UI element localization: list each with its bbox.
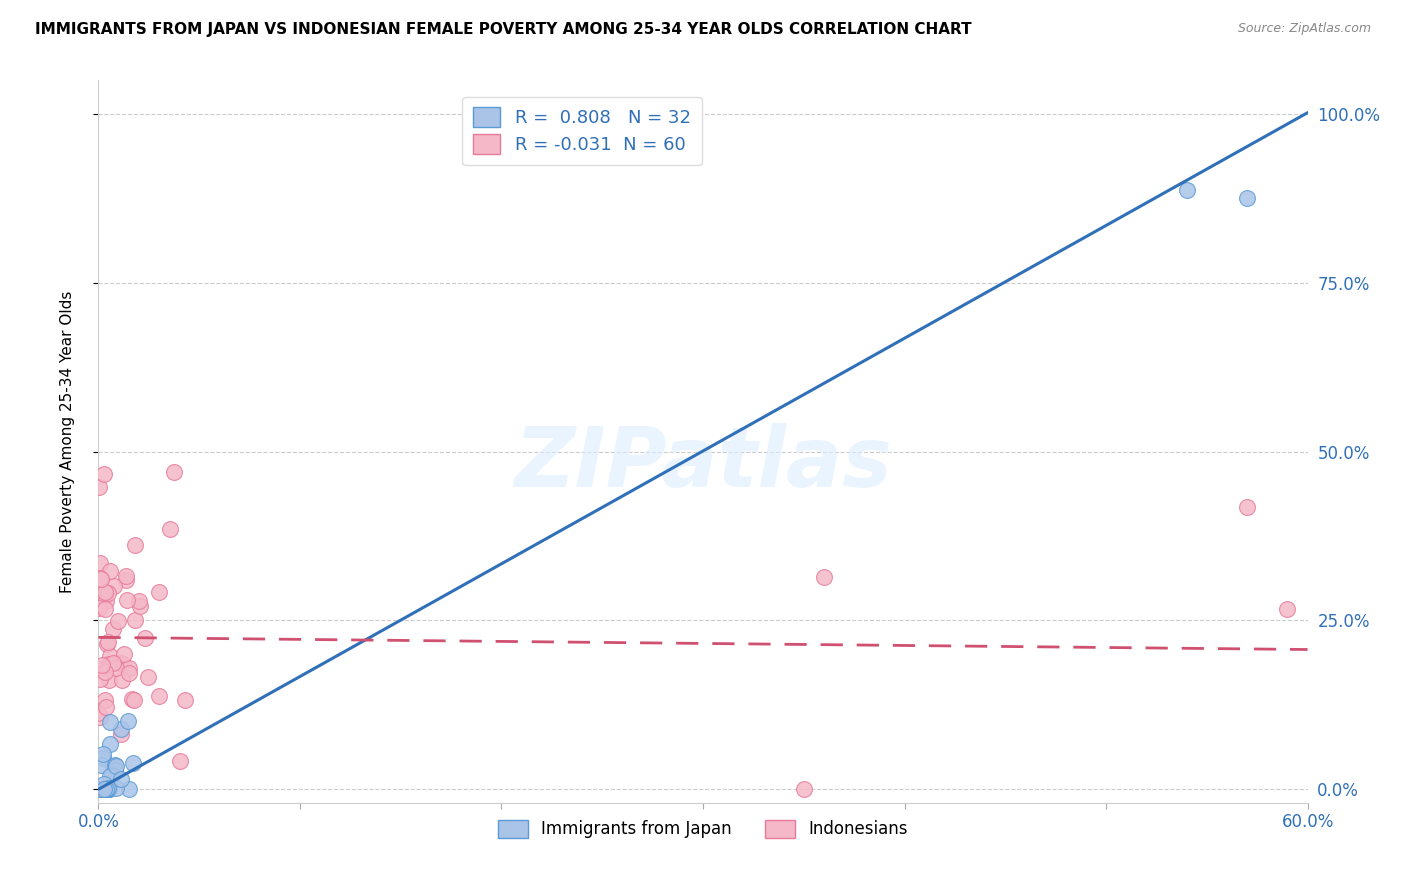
Point xyxy=(89,481,111,495)
Point xyxy=(97,586,120,600)
Text: Source: ZipAtlas.com: Source: ZipAtlas.com xyxy=(1237,22,1371,36)
Point xyxy=(97,782,120,797)
Point xyxy=(813,570,835,584)
Point xyxy=(115,568,138,582)
Point xyxy=(94,585,117,599)
Point xyxy=(103,759,125,773)
Point xyxy=(89,672,111,686)
Point xyxy=(94,782,117,797)
Point xyxy=(1175,183,1198,197)
Point xyxy=(94,593,117,607)
Point xyxy=(96,782,118,797)
Point xyxy=(128,594,150,608)
Point xyxy=(98,769,121,783)
Point xyxy=(110,657,132,671)
Point xyxy=(97,780,120,795)
Point xyxy=(148,690,170,704)
Point xyxy=(96,637,118,651)
Point xyxy=(103,579,125,593)
Point xyxy=(163,465,186,479)
Point xyxy=(96,699,118,714)
Point xyxy=(138,670,160,684)
Point xyxy=(118,782,141,797)
Point xyxy=(1277,601,1299,615)
Point xyxy=(169,754,191,768)
Point xyxy=(93,776,115,790)
Point xyxy=(159,522,181,536)
Point xyxy=(104,781,127,796)
Point xyxy=(105,759,128,773)
Point xyxy=(115,573,138,587)
Point xyxy=(115,593,138,607)
Point xyxy=(94,782,117,797)
Point xyxy=(93,747,115,762)
Point xyxy=(1236,500,1258,515)
Point xyxy=(112,657,135,671)
Point xyxy=(97,657,120,672)
Point xyxy=(90,572,112,586)
Point xyxy=(1236,191,1258,205)
Point xyxy=(121,692,143,706)
Point xyxy=(98,649,121,664)
Point xyxy=(122,756,145,770)
Point xyxy=(134,631,156,645)
Point xyxy=(110,772,132,786)
Point xyxy=(89,556,111,570)
Point xyxy=(98,715,121,730)
Point xyxy=(94,665,117,680)
Y-axis label: Female Poverty Among 25-34 Year Olds: Female Poverty Among 25-34 Year Olds xyxy=(60,291,75,592)
Point xyxy=(98,565,121,579)
Point xyxy=(94,589,117,603)
Point xyxy=(101,767,124,781)
Point xyxy=(174,693,197,707)
Point xyxy=(87,782,110,797)
Point xyxy=(89,710,111,724)
Point xyxy=(793,782,815,797)
Point xyxy=(101,622,124,636)
Point xyxy=(110,726,132,740)
Point xyxy=(104,661,127,675)
Point xyxy=(98,737,121,751)
Point xyxy=(124,613,146,627)
Point xyxy=(97,782,120,797)
Text: IMMIGRANTS FROM JAPAN VS INDONESIAN FEMALE POVERTY AMONG 25-34 YEAR OLDS CORRELA: IMMIGRANTS FROM JAPAN VS INDONESIAN FEMA… xyxy=(35,22,972,37)
Point xyxy=(97,635,120,649)
Point xyxy=(94,602,117,616)
Point xyxy=(96,782,118,797)
Point xyxy=(87,782,110,797)
Point xyxy=(129,599,152,613)
Point xyxy=(94,782,117,797)
Point xyxy=(148,585,170,599)
Point xyxy=(112,648,135,662)
Point xyxy=(87,661,110,675)
Point xyxy=(103,656,125,670)
Point xyxy=(90,758,112,772)
Point xyxy=(117,714,139,728)
Point xyxy=(122,693,145,707)
Point xyxy=(107,614,129,628)
Legend: Immigrants from Japan, Indonesians: Immigrants from Japan, Indonesians xyxy=(491,813,915,845)
Text: ZIPatlas: ZIPatlas xyxy=(515,423,891,504)
Point xyxy=(111,673,134,687)
Point xyxy=(97,782,120,797)
Point xyxy=(124,539,146,553)
Point xyxy=(110,722,132,736)
Point xyxy=(117,666,139,681)
Point xyxy=(104,763,127,777)
Point xyxy=(89,571,111,585)
Point xyxy=(98,673,121,688)
Point xyxy=(93,782,115,797)
Point xyxy=(93,467,115,482)
Point xyxy=(87,706,110,720)
Point xyxy=(91,782,114,797)
Point xyxy=(94,693,117,707)
Point xyxy=(118,661,141,675)
Point xyxy=(94,782,117,797)
Point xyxy=(104,758,127,772)
Point xyxy=(91,751,114,765)
Point xyxy=(89,601,111,615)
Point xyxy=(91,657,114,672)
